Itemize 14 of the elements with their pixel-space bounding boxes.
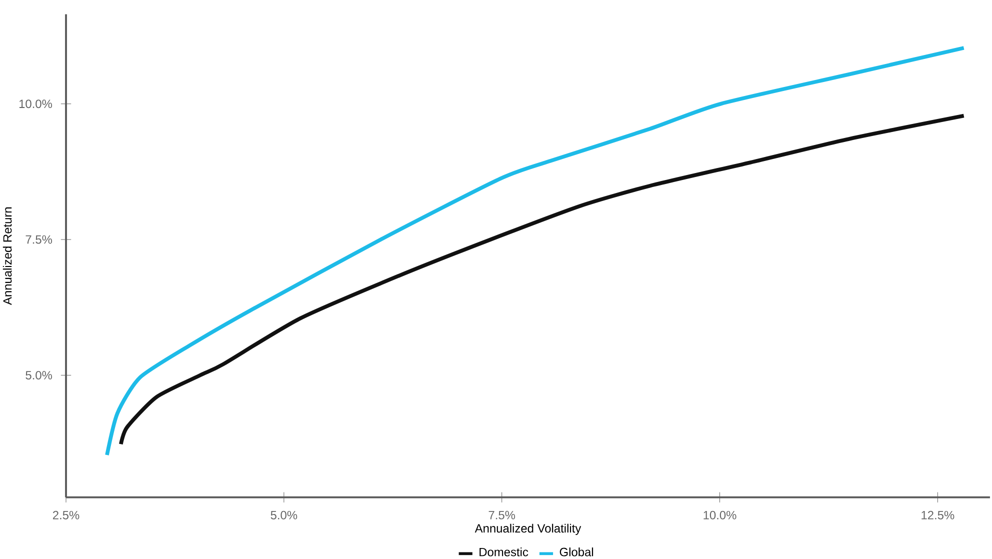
legend-label: Global	[560, 548, 594, 556]
line-series	[119, 114, 966, 446]
x-tick-label: 5.0%	[270, 511, 298, 520]
x-axis-title: Annualized Volatility	[474, 524, 582, 536]
y-tick-label: 5.0%	[26, 371, 52, 380]
y-tick-label: 10.0%	[19, 100, 52, 108]
legend-label: Domestic	[480, 548, 528, 556]
x-tick-label: 10.0%	[704, 511, 736, 520]
y-axis-title: Annualized Return	[2, 208, 12, 306]
x-tick-label: 7.5%	[488, 511, 516, 520]
x-tick-label: 2.5%	[52, 511, 80, 520]
line-series	[105, 46, 966, 458]
x-tick-label: 12.5%	[922, 511, 954, 520]
y-tick-label: 7.5%	[26, 236, 52, 244]
